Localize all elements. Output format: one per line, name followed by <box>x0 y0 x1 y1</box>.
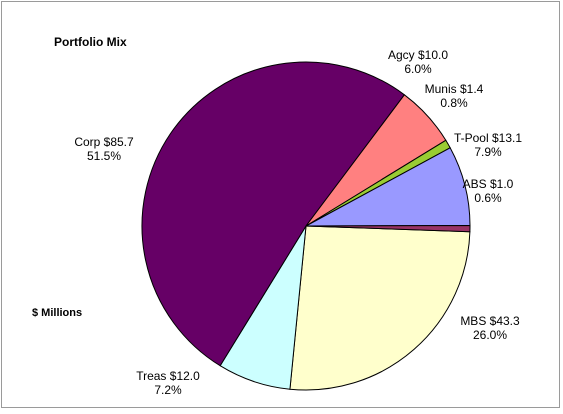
pie-slice-corp <box>141 61 406 367</box>
slice-label-value: Munis $1.4 <box>425 82 484 96</box>
slice-label-percent: 7.2% <box>154 383 182 397</box>
chart-area: Portfolio Mix $ Millions MBS $43.3 26.0% T… <box>1 1 560 408</box>
slice-label-mbs: MBS $43.3 26.0% <box>460 314 520 342</box>
slice-label-value: Agcy $10.0 <box>388 48 448 62</box>
chart-title: Portfolio Mix <box>54 35 127 49</box>
slice-label-percent: 0.8% <box>440 96 468 110</box>
unit-label: $ Millions <box>32 307 82 319</box>
slice-label-value: Corp $85.7 <box>74 135 134 149</box>
slice-label-agcy: Agcy $10.0 6.0% <box>388 48 448 76</box>
slice-label-treas: Treas $12.0 7.2% <box>136 369 200 397</box>
slice-label-value: ABS $1.0 <box>463 177 514 191</box>
pie-slice-mbs <box>289 225 471 391</box>
slice-label-percent: 26.0% <box>473 328 507 342</box>
slice-label-percent: 6.0% <box>404 62 432 76</box>
slice-label-t-pool: T-Pool $13.1 7.9% <box>454 131 522 159</box>
pie-slices <box>141 61 471 391</box>
slice-label-munis: Munis $1.4 0.8% <box>425 82 484 110</box>
slice-label-percent: 7.9% <box>474 145 502 159</box>
slice-label-value: Treas $12.0 <box>136 369 200 383</box>
slice-label-value: MBS $43.3 <box>460 314 520 328</box>
slice-label-value: T-Pool $13.1 <box>454 131 522 145</box>
slice-label-percent: 51.5% <box>87 149 121 163</box>
slice-label-abs: ABS $1.0 0.6% <box>463 177 514 205</box>
pie-slice-abs <box>305 225 471 233</box>
slice-labels: MBS $43.3 26.0% Treas $12.0 7.2% Corp $85.7 5… <box>74 48 522 397</box>
slice-label-corp: Corp $85.7 51.5% <box>74 135 134 163</box>
slice-label-percent: 0.6% <box>474 191 502 205</box>
pie-chart: Portfolio Mix $ Millions MBS $43.3 26.0% T… <box>32 35 522 397</box>
